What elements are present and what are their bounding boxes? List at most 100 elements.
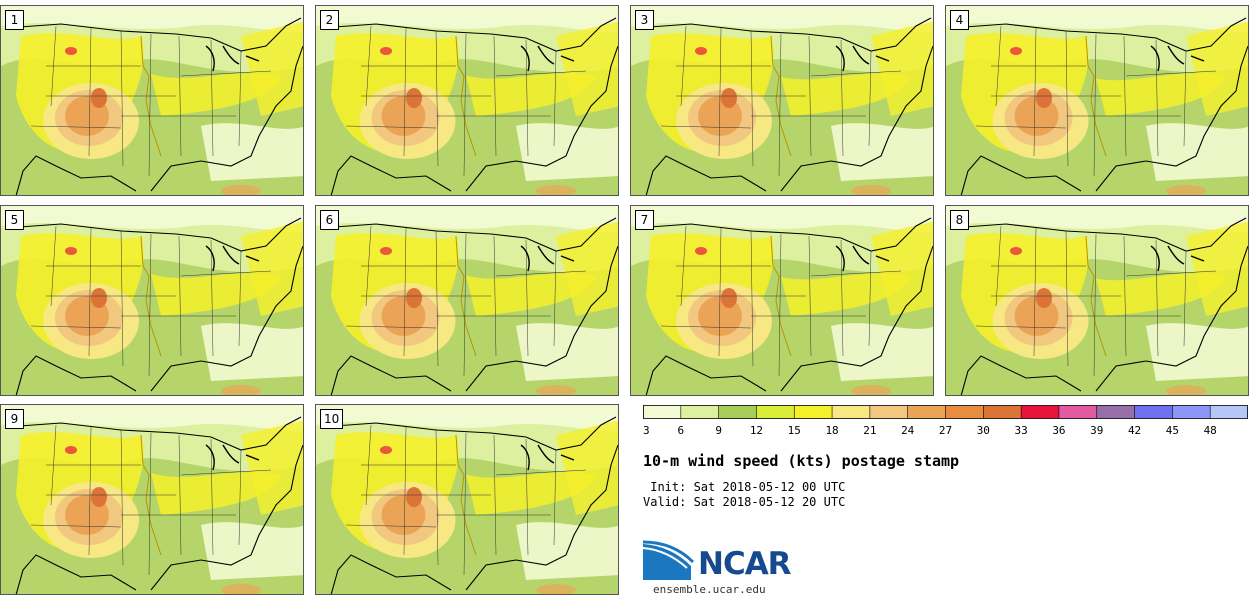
panel-number: 2 [320,10,339,30]
colorbar-tick-label: 48 [1204,424,1217,435]
wind-field-map [631,206,933,395]
field-contour [770,235,792,357]
field-red-spot [65,446,77,454]
great-lakes [520,45,575,72]
state-borders [975,225,1217,377]
great-lakes [205,245,260,272]
map-panel-6: 6 [315,205,619,396]
field-orange-mexico [221,584,261,594]
field-red-spot [1010,247,1022,255]
coastline-border [635,17,933,195]
colorbar: 3 6 9 12 15 18 21 24 27 30 33 36 39 42 45 48 [643,405,1248,435]
wind-field-map [1,6,303,195]
map-panel-5: 5 [0,205,304,396]
panel-number: 5 [5,210,24,230]
field-red-spot [695,247,707,255]
colorbar-swatch [869,405,909,419]
colorbar-tick-label: 24 [901,424,915,435]
coastline-border [950,17,1248,195]
wind-field-map [946,6,1248,195]
field-yellow-plains [151,472,281,515]
panel-number: 6 [320,210,339,230]
field-dark-orange [1036,88,1052,108]
colorbar-swatch [1172,405,1211,419]
field-red-spot [65,47,77,55]
state-borders [345,25,587,177]
wind-field-map [316,405,618,594]
map-panel-3: 3 [630,5,934,196]
colorbar-tick-label: 21 [863,424,876,435]
field-yellow-plains [781,273,911,316]
wind-field-map [946,206,1248,395]
field-dark-orange [91,88,107,108]
field-orange-mexico [851,385,891,395]
init-time: Init: Sat 2018-05-12 00 UTC [643,480,846,494]
map-panel-9: 9 [0,404,304,595]
colorbar-swatch [718,405,757,419]
field-yellow-plains [1096,273,1226,316]
field-yellow-plains [151,73,281,116]
coastline-border [5,217,303,395]
colorbar-tick-label: 27 [939,424,952,435]
field-yellow-east [241,420,303,515]
colorbar-swatch [983,405,1022,419]
field-contour [1085,235,1107,357]
field-yellow-east [241,221,303,316]
panel-number: 4 [950,10,969,30]
field-orange-mexico [221,385,261,395]
field-dark-orange [91,487,107,507]
colorbar-swatch [1134,405,1173,419]
great-lakes [205,45,260,72]
wind-field-map [316,206,618,395]
field-red-spot [380,247,392,255]
field-red-spot [380,47,392,55]
field-contour [455,35,477,157]
wind-field-map [1,206,303,395]
colorbar-swatch [756,405,795,419]
colorbar-tick-label: 9 [715,424,722,435]
field-yellow-east [1186,221,1248,316]
wind-field-map [1,405,303,594]
colorbar-tick-label: 3 [643,424,650,435]
colorbar-swatch [1096,405,1136,419]
map-panel-7: 7 [630,205,934,396]
state-borders [30,424,272,576]
panel-number: 1 [5,10,24,30]
field-orange-mexico [221,185,261,195]
colorbar-tick-label: 33 [1015,424,1028,435]
field-dark-orange [91,288,107,308]
map-panel-8: 8 [945,205,1249,396]
state-borders [345,424,587,576]
field-yellow-plains [151,273,281,316]
field-dark-orange [406,487,422,507]
great-lakes [520,444,575,471]
colorbar-swatch [1058,405,1098,419]
map-panel-10: 10 [315,404,619,595]
map-panel-4: 4 [945,5,1249,196]
field-dark-orange [721,288,737,308]
coastline-border [5,416,303,594]
colorbar-tick-label: 12 [750,424,763,435]
coastline-border [5,17,303,195]
state-borders [660,25,902,177]
field-yellow-east [556,21,618,116]
great-lakes [835,45,890,72]
colorbar-swatch [832,405,871,419]
coastline-border [635,217,933,395]
field-dark-orange [1036,288,1052,308]
field-contour [140,434,162,556]
colorbar-tick-label: 36 [1052,424,1065,435]
field-yellow-plains [466,273,596,316]
ncar-logo-text: NCAR [698,546,792,582]
colorbar-swatch [680,405,720,419]
colorbar-swatch [1210,405,1248,419]
coastline-border [950,217,1248,395]
great-lakes [520,245,575,272]
panel-number: 3 [635,10,654,30]
field-orange-mexico [536,584,576,594]
great-lakes [1150,45,1205,72]
field-orange-mexico [851,185,891,195]
field-yellow-east [556,221,618,316]
colorbar-tick-label: 15 [788,424,801,435]
state-borders [660,225,902,377]
